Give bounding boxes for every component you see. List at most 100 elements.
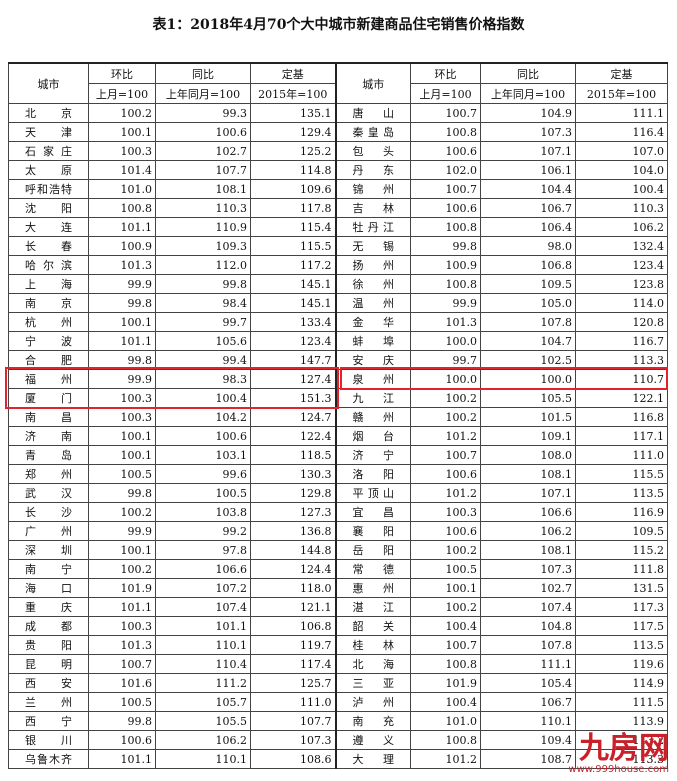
city: 北海 (334, 654, 411, 674)
index-value: 132.4 (575, 236, 668, 256)
index-value: 101.2 (410, 483, 481, 503)
index-value: 116.9 (575, 502, 668, 522)
highlight-box (340, 367, 668, 390)
city: 岳阳 (334, 540, 411, 560)
index-value: 100.8 (410, 217, 481, 237)
index-value: 100.6 (410, 141, 481, 161)
city: 沈阳 (8, 198, 89, 218)
index-value: 100.8 (410, 654, 481, 674)
index-value: 101.6 (88, 673, 156, 693)
city: 宁波 (8, 331, 89, 351)
city: 呼和浩特 (8, 179, 89, 199)
index-value: 136.8 (250, 521, 336, 541)
index-value: 115.2 (575, 540, 668, 560)
index-value: 100.1 (88, 445, 156, 465)
index-value: 100.7 (410, 635, 481, 655)
index-value: 106.8 (250, 616, 336, 636)
index-value: 101.2 (410, 749, 481, 769)
index-value: 107.3 (250, 730, 336, 750)
city: 哈尔滨 (8, 255, 89, 275)
index-value: 105.0 (480, 293, 576, 313)
city: 泸州 (334, 692, 411, 712)
city: 广州 (8, 521, 89, 541)
index-value: 100.9 (410, 255, 481, 275)
index-value: 102.5 (480, 350, 576, 370)
index-value: 100.7 (88, 654, 156, 674)
index-value: 111.1 (480, 654, 576, 674)
index-value: 111.0 (575, 445, 668, 465)
index-value: 125.7 (250, 673, 336, 693)
index-value: 100.2 (88, 502, 156, 522)
index-value: 101.3 (88, 635, 156, 655)
index-value: 123.4 (250, 331, 336, 351)
city: 南宁 (8, 559, 89, 579)
index-value: 108.1 (155, 179, 251, 199)
index-value: 100.5 (410, 559, 481, 579)
index-value: 116.7 (575, 331, 668, 351)
index-value: 110.1 (480, 711, 576, 731)
table-row: 重庆 101.1 107.4 121.1 湛江 100.2 107.4 117.3 (8, 597, 668, 617)
index-value: 115.5 (575, 464, 668, 484)
city: 洛阳 (334, 464, 411, 484)
index-value: 100.0 (410, 369, 481, 389)
city: 兰州 (8, 692, 89, 712)
table-row: 乌鲁木齐 101.1 110.1 108.6 大理 101.2 108.7 113.3 (8, 749, 668, 769)
index-value: 145.1 (250, 293, 336, 313)
city-header: 城市 (8, 62, 89, 104)
index-value: 99.8 (155, 274, 251, 294)
index-value: 114.8 (250, 160, 336, 180)
table-row: 哈尔滨 101.3 112.0 117.2 扬州 100.9 106.8 123.4 (8, 255, 668, 275)
column-name: 定基 (575, 62, 668, 84)
index-value: 113.5 (575, 483, 668, 503)
table-row: 海口 101.9 107.2 118.0 惠州 100.1 102.7 131.5 (8, 578, 668, 598)
table-row: 南京 99.8 98.4 145.1 温州 99.9 105.0 114.0 (8, 293, 668, 313)
table-row: 福州 99.9 98.3 127.4 泉州 100.0 100.0 110.7 (8, 369, 668, 389)
index-value: 100.1 (88, 312, 156, 332)
city: 赣州 (334, 407, 411, 427)
index-value: 100.4 (575, 179, 668, 199)
index-value: 114.9 (575, 673, 668, 693)
index-value: 101.1 (88, 217, 156, 237)
index-value: 145.1 (250, 274, 336, 294)
column-base: 2015年=100 (250, 83, 336, 104)
index-value: 113.5 (575, 635, 668, 655)
city: 常德 (334, 559, 411, 579)
index-value: 117.2 (250, 255, 336, 275)
table-row: 兰州 100.5 105.7 111.0 泸州 100.4 106.7 111.5 (8, 692, 668, 712)
city: 平顶山 (334, 483, 411, 503)
table-row: 济南 100.1 100.6 122.4 烟台 101.2 109.1 117.1 (8, 426, 668, 446)
index-value: 100.6 (410, 521, 481, 541)
index-value: 100.7 (410, 179, 481, 199)
index-value: 100.6 (410, 464, 481, 484)
index-value: 99.9 (410, 293, 481, 313)
index-value: 106.7 (480, 692, 576, 712)
table-row: 贵阳 101.3 110.1 119.7 桂林 100.7 107.8 113.5 (8, 635, 668, 655)
index-value: 117.3 (575, 597, 668, 617)
city: 南充 (334, 711, 411, 731)
city: 牡丹江 (334, 217, 411, 237)
index-value: 113.3 (575, 350, 668, 370)
index-value: 107.3 (480, 122, 576, 142)
index-value: 107.4 (155, 597, 251, 617)
index-value: 144.8 (250, 540, 336, 560)
city: 昆明 (8, 654, 89, 674)
index-value: 125.2 (250, 141, 336, 161)
index-value: 100.8 (410, 730, 481, 750)
index-value: 114.0 (575, 293, 668, 313)
index-value: 106.4 (480, 217, 576, 237)
city: 济南 (8, 426, 89, 446)
index-value: 111.0 (250, 692, 336, 712)
table-row: 昆明 100.7 110.4 117.4 北海 100.8 111.1 119.6 (8, 654, 668, 674)
index-value: 99.8 (88, 483, 156, 503)
watermark-brand: 九房网 (579, 731, 669, 766)
index-value: 108.1 (480, 464, 576, 484)
table-row: 太原 101.4 107.7 114.8 丹东 102.0 106.1 104.0 (8, 160, 668, 180)
index-value: 100.7 (410, 445, 481, 465)
table-row: 厦门 100.3 100.4 151.3 九江 100.2 105.5 122.1 (8, 388, 668, 408)
city: 深圳 (8, 540, 89, 560)
table-row: 南昌 100.3 104.2 124.7 赣州 100.2 101.5 116.8 (8, 407, 668, 427)
table-row: 青岛 100.1 103.1 118.5 济宁 100.7 108.0 111.0 (8, 445, 668, 465)
index-value: 122.1 (575, 388, 668, 408)
table-row: 呼和浩特 101.0 108.1 109.6 锦州 100.7 104.4 100.4 (8, 179, 668, 199)
